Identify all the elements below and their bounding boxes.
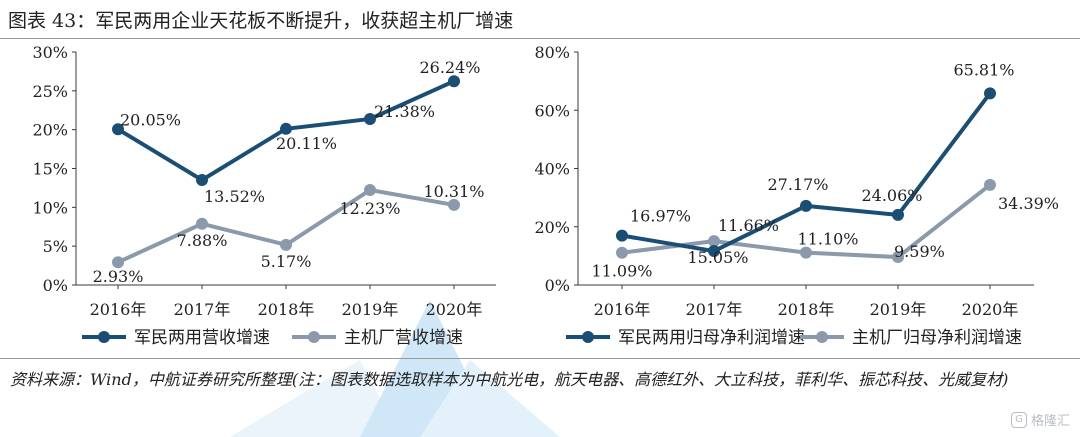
y-tick-label: 60%	[534, 101, 570, 120]
data-label: 21.38%	[374, 102, 435, 121]
data-point	[800, 246, 812, 259]
data-point	[196, 217, 208, 230]
y-tick-label: 5%	[43, 237, 68, 256]
x-tick-label: 2020年	[426, 300, 483, 319]
data-point	[616, 246, 628, 259]
data-label: 34.39%	[998, 194, 1059, 213]
data-label: 15.05%	[687, 248, 748, 267]
x-tick-label: 2018年	[778, 300, 835, 319]
data-label: 11.10%	[797, 230, 858, 249]
legend-label: 主机厂营收增速	[344, 328, 463, 348]
y-tick-label: 25%	[32, 82, 68, 101]
source-divider	[0, 358, 1080, 359]
data-point	[112, 123, 124, 136]
data-point	[196, 173, 208, 186]
data-point	[364, 112, 376, 125]
data-point	[984, 178, 996, 191]
y-tick-label: 0%	[43, 276, 68, 295]
data-label: 12.23%	[339, 199, 400, 218]
legend-label: 军民两用营收增速	[134, 328, 270, 348]
data-point	[616, 229, 628, 242]
data-label: 27.17%	[767, 175, 828, 194]
data-point	[448, 198, 460, 211]
data-label: 13.52%	[204, 187, 265, 206]
y-tick-label: 0%	[545, 276, 570, 295]
data-point	[280, 238, 292, 251]
legend-label: 军民两用归母净利润增速	[618, 328, 805, 348]
data-point	[892, 251, 904, 264]
legend-marker	[98, 331, 110, 343]
data-point	[280, 122, 292, 135]
data-point	[708, 235, 720, 248]
data-label: 24.06%	[861, 186, 922, 205]
data-label: 20.05%	[120, 110, 181, 129]
y-tick-label: 40%	[534, 160, 570, 179]
data-point	[800, 199, 812, 212]
figure-title: 图表 43：军民两用企业天花板不断提升，收获超主机厂增速	[8, 10, 514, 32]
source-note: 资料来源：Wind，中航证券研究所整理(注：图表数据选取样本为中航光电，航天电器…	[10, 370, 1009, 389]
data-label: 9.59%	[894, 242, 945, 261]
data-label: 5.17%	[261, 252, 312, 271]
watermark-text: 格隆汇	[1030, 414, 1070, 429]
x-tick-label: 2017年	[686, 300, 743, 319]
data-label: 2.93%	[93, 267, 144, 286]
data-point	[448, 75, 460, 88]
data-point	[112, 256, 124, 269]
data-point	[364, 184, 376, 197]
watermark-logo-icon: G	[1010, 411, 1027, 428]
data-point	[892, 208, 904, 221]
watermark: G 格隆汇	[1010, 410, 1070, 429]
data-label: 10.31%	[423, 182, 484, 201]
legend-marker	[582, 331, 594, 343]
legend-marker	[816, 331, 828, 343]
x-tick-label: 2019年	[342, 300, 399, 319]
legend-marker	[308, 331, 320, 343]
data-label: 11.09%	[591, 262, 652, 281]
data-label: 20.11%	[276, 134, 337, 153]
y-tick-label: 80%	[534, 43, 570, 62]
data-label: 65.81%	[953, 60, 1014, 79]
y-tick-label: 20%	[32, 121, 68, 140]
data-label: 26.24%	[419, 58, 480, 77]
data-point	[984, 87, 996, 100]
data-label: 16.97%	[630, 207, 691, 226]
x-tick-label: 2018年	[258, 300, 315, 319]
x-tick-label: 2017年	[174, 300, 231, 319]
x-tick-label: 2016年	[90, 300, 147, 319]
x-tick-label: 2020年	[962, 300, 1019, 319]
data-label: 7.88%	[177, 231, 228, 250]
y-tick-label: 20%	[534, 218, 570, 237]
data-label: 11.66%	[718, 216, 779, 235]
y-tick-label: 15%	[32, 160, 68, 179]
x-tick-label: 2019年	[870, 300, 927, 319]
data-point	[708, 245, 720, 258]
y-tick-label: 30%	[32, 43, 68, 62]
x-tick-label: 2016年	[594, 300, 651, 319]
y-tick-label: 10%	[32, 198, 68, 217]
legend-label: 主机厂归母净利润增速	[852, 328, 1022, 348]
title-divider	[0, 38, 1080, 39]
